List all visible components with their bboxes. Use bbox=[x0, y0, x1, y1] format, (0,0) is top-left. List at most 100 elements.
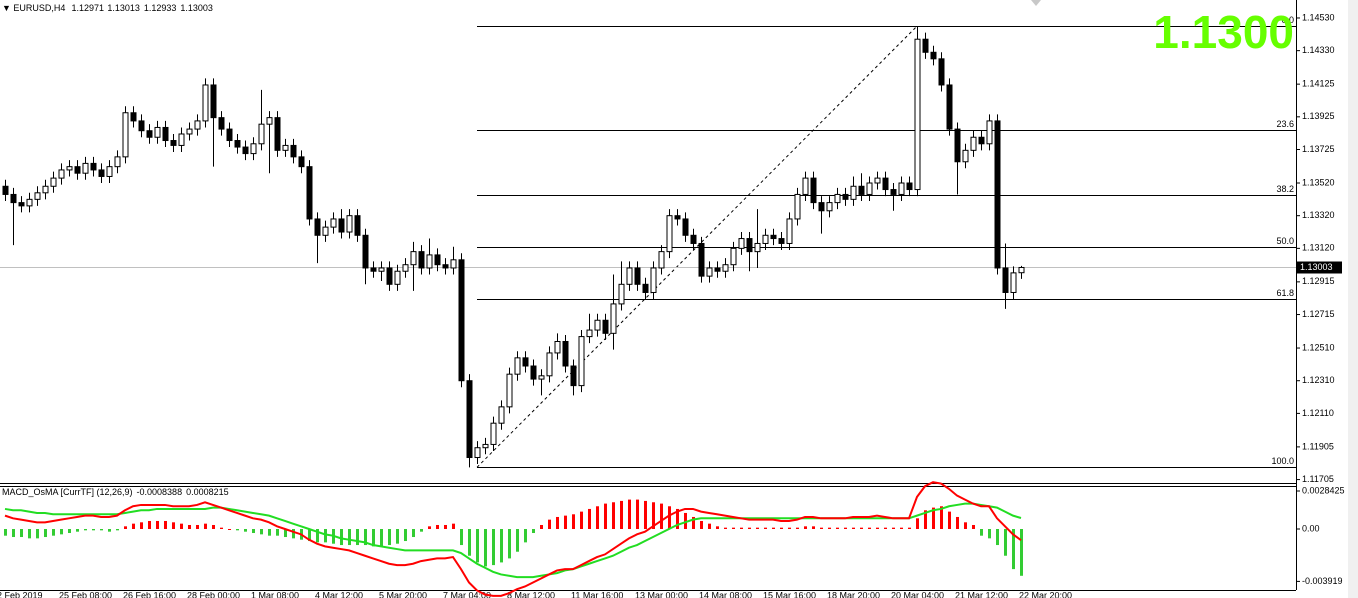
candle-body bbox=[146, 130, 153, 138]
histogram-bar bbox=[412, 528, 415, 538]
histogram-bar bbox=[844, 527, 847, 529]
histogram-bar bbox=[460, 528, 463, 546]
candle-body bbox=[34, 192, 41, 200]
histogram-bar bbox=[980, 528, 983, 536]
candle-body bbox=[290, 144, 297, 158]
main-line bbox=[4, 481, 1022, 597]
x-tick-label: 21 Mar 12:00 bbox=[955, 590, 1008, 598]
histogram-bar bbox=[60, 528, 63, 535]
y-tick-label: 1.13120 bbox=[1302, 243, 1335, 253]
histogram-bar bbox=[228, 528, 231, 530]
candle-body bbox=[594, 319, 601, 331]
signal-line bbox=[4, 502, 1022, 579]
fibo-level-label: 23.6 bbox=[1276, 119, 1294, 129]
histogram-bar bbox=[372, 528, 375, 547]
candle-body bbox=[666, 215, 673, 253]
candle-body bbox=[818, 202, 825, 212]
histogram-bar bbox=[508, 528, 511, 559]
candle-body bbox=[554, 340, 561, 354]
candle-body bbox=[698, 242, 705, 277]
candle-body bbox=[866, 182, 873, 195]
histogram-bar bbox=[724, 527, 727, 529]
histogram-bar bbox=[68, 528, 71, 534]
histogram-bar bbox=[868, 527, 871, 529]
histogram-bar bbox=[196, 524, 199, 529]
candle-body bbox=[538, 375, 545, 380]
histogram-bar bbox=[684, 512, 687, 529]
x-tick-label: 1 Mar 08:00 bbox=[251, 590, 299, 598]
candle-body bbox=[450, 259, 457, 269]
histogram-bar bbox=[828, 527, 831, 529]
histogram-bar bbox=[188, 524, 191, 529]
histogram-bar bbox=[356, 528, 359, 546]
candle-body bbox=[842, 193, 849, 200]
low-value: 1.12933 bbox=[144, 3, 177, 13]
histogram-bar bbox=[972, 524, 975, 529]
histogram-bar bbox=[524, 528, 527, 543]
histogram-bar bbox=[924, 510, 927, 529]
candle-body bbox=[562, 340, 569, 367]
candle-body bbox=[930, 51, 937, 60]
candle-body bbox=[522, 357, 529, 367]
candle-body bbox=[250, 143, 257, 155]
histogram-bar bbox=[580, 511, 583, 529]
x-tick-label: 28 Feb 00:00 bbox=[187, 590, 240, 598]
candle-body bbox=[130, 112, 137, 122]
histogram-bar bbox=[180, 523, 183, 529]
histogram-bar bbox=[636, 499, 639, 529]
histogram-bar bbox=[316, 528, 319, 543]
candle-body bbox=[498, 406, 505, 424]
candle-body bbox=[458, 259, 465, 382]
bid-label-box bbox=[1297, 261, 1342, 274]
histogram-bar bbox=[596, 506, 599, 529]
y-tick-label: 1.14330 bbox=[1302, 45, 1335, 55]
histogram-bar bbox=[436, 524, 439, 529]
candle-body bbox=[690, 234, 697, 244]
candle-body bbox=[10, 193, 17, 204]
candle-body bbox=[314, 218, 321, 236]
candle-body bbox=[794, 193, 801, 220]
y-tick-label: 1.13725 bbox=[1302, 144, 1335, 154]
x-tick-label: 5 Mar 20:00 bbox=[379, 590, 427, 598]
candle-body bbox=[138, 120, 145, 132]
candle-body bbox=[946, 84, 953, 130]
histogram-bar bbox=[244, 528, 247, 532]
fibo-level-label: 61.8 bbox=[1276, 288, 1294, 298]
fibo-level-label: 100.0 bbox=[1271, 456, 1294, 466]
histogram-bar bbox=[996, 528, 999, 546]
candle-body bbox=[178, 133, 185, 146]
histogram-bar bbox=[156, 520, 159, 529]
candle-body bbox=[850, 185, 857, 200]
candle-body bbox=[474, 447, 481, 459]
candle-body bbox=[706, 267, 713, 277]
histogram-bar bbox=[812, 526, 815, 529]
candle-body bbox=[1002, 267, 1009, 293]
candle-body bbox=[186, 128, 193, 135]
candle-body bbox=[578, 336, 585, 387]
candle-body bbox=[426, 254, 433, 269]
histogram-bar bbox=[860, 527, 863, 529]
histogram-bar bbox=[556, 516, 559, 529]
histogram-bar bbox=[132, 523, 135, 529]
candle-body bbox=[754, 242, 761, 253]
candle-body bbox=[42, 185, 49, 194]
histogram-bar bbox=[284, 528, 287, 538]
y-tick-label: 0.0028425 bbox=[1302, 485, 1345, 495]
candle-body bbox=[962, 149, 969, 163]
candle-body bbox=[418, 251, 425, 269]
candle-body bbox=[90, 162, 97, 171]
histogram-bar bbox=[404, 528, 407, 542]
candle-body bbox=[202, 84, 209, 122]
candle-body bbox=[994, 120, 1001, 269]
candle-body bbox=[778, 238, 785, 244]
candle-body bbox=[506, 373, 513, 408]
y-tick-label: 1.12110 bbox=[1302, 408, 1334, 418]
candle-body bbox=[218, 117, 225, 130]
histogram-bar bbox=[92, 528, 95, 531]
y-tick-label: 1.14530 bbox=[1302, 12, 1335, 22]
candle-body bbox=[570, 365, 577, 387]
shift-marker bbox=[1031, 0, 1041, 6]
candle-body bbox=[410, 251, 417, 266]
candle-body bbox=[546, 352, 553, 377]
histogram-bar bbox=[516, 528, 519, 552]
